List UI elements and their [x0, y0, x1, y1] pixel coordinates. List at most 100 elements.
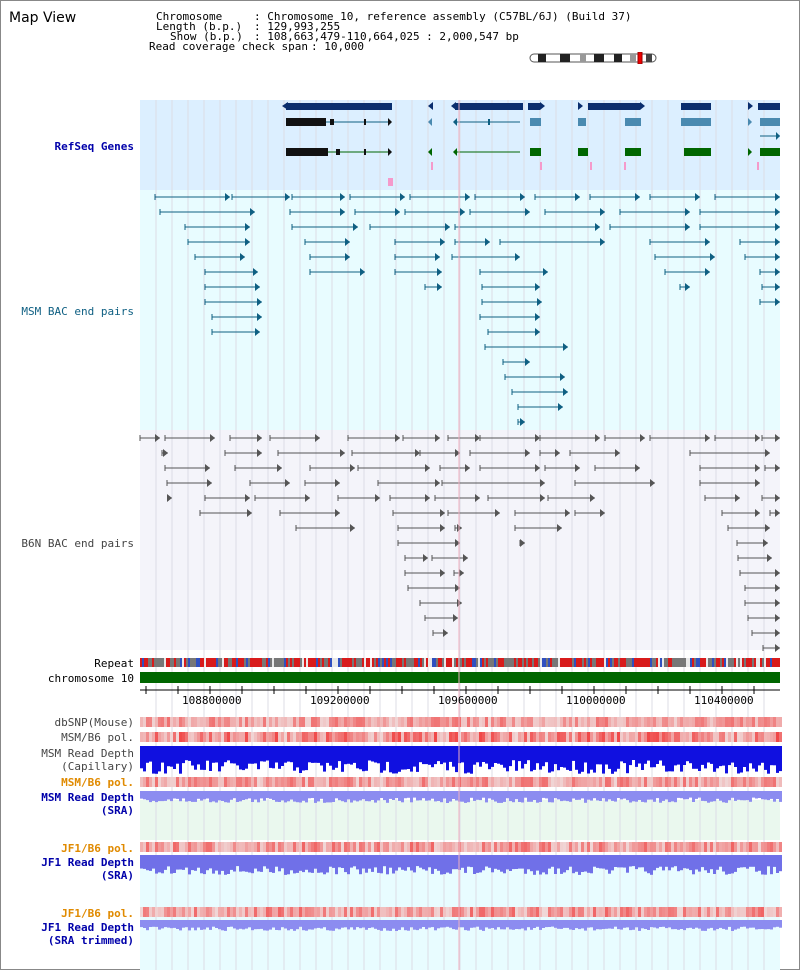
heat-cell [404, 717, 407, 727]
heat-cell [680, 717, 683, 727]
heat-cell [380, 732, 383, 742]
jf1-b6-pol-label[interactable]: JF1/B6 pol. [61, 842, 134, 855]
jf1-read-depth-trim-label[interactable]: JF1 Read Depth [41, 921, 134, 934]
depth-bar [185, 791, 188, 802]
depth-bar [665, 791, 668, 800]
heat-cell [674, 842, 677, 852]
heat-cell [524, 842, 527, 852]
depth-bar [545, 855, 548, 875]
depth-bar [224, 791, 227, 803]
depth-bar [683, 855, 686, 869]
heat-cell [266, 777, 269, 787]
depth-bar [446, 920, 449, 927]
depth-bar [167, 791, 170, 800]
depth-bar [638, 855, 641, 868]
depth-bar [197, 746, 200, 765]
heat-cell [572, 777, 575, 787]
heat-cell [740, 907, 743, 917]
heat-cell [245, 732, 248, 742]
depth-bar [275, 791, 278, 802]
repeat-segment [248, 658, 250, 667]
heat-cell [473, 717, 476, 727]
refseq-genes[interactable] [282, 102, 780, 186]
b6n-bac-pairs[interactable] [139, 434, 780, 652]
depth-bar [347, 746, 350, 764]
heat-cell [767, 732, 770, 742]
msm-b6-pol2-label[interactable]: MSM/B6 pol. [61, 776, 134, 789]
msm-bac-pairs[interactable] [154, 193, 780, 426]
depth-bar [338, 791, 341, 801]
heat-cell [536, 777, 539, 787]
b6n-bac-track-label[interactable]: B6N BAC end pairs [21, 537, 134, 550]
heat-cell [422, 717, 425, 727]
depth-bar [593, 746, 596, 773]
depth-bar [578, 855, 581, 875]
bac-end [615, 449, 620, 457]
repeat-track[interactable] [140, 658, 780, 667]
heat-cell [266, 717, 269, 727]
heat-tracks[interactable] [140, 717, 782, 917]
repeat-segment [690, 658, 692, 667]
msm-bac-track-label[interactable]: MSM BAC end pairs [21, 305, 134, 318]
heat-cell [740, 777, 743, 787]
depth-bar [611, 920, 614, 929]
dbsnp-track-label[interactable]: dbSNP(Mouse) [54, 716, 134, 729]
depth-bar [140, 855, 143, 869]
heat-cell [353, 842, 356, 852]
depth-bar [506, 920, 509, 928]
depth-tracks[interactable] [140, 746, 782, 931]
repeat-segment [240, 658, 242, 667]
depth-bar [710, 920, 713, 928]
depth-bar [551, 855, 554, 867]
refseq-track-label[interactable]: RefSeq Genes [54, 140, 134, 153]
depth-bar [368, 746, 371, 761]
depth-bar [644, 791, 647, 803]
heat-cell [662, 717, 665, 727]
chromosome-ideogram[interactable] [528, 52, 660, 64]
heat-cell [491, 842, 494, 852]
heat-cell [221, 907, 224, 917]
msm-b6-pol-label[interactable]: MSM/B6 pol. [61, 731, 134, 744]
repeat-segment [468, 658, 470, 667]
depth-bar [419, 746, 422, 763]
depth-bar [338, 855, 341, 868]
heat-cell [638, 732, 641, 742]
repeat-segment [414, 658, 416, 667]
heat-cell [275, 777, 278, 787]
depth-bar [710, 791, 713, 802]
heat-cell [653, 732, 656, 742]
depth-bar [227, 855, 230, 874]
depth-bar [470, 920, 473, 928]
msm-read-depth-sra-label[interactable]: MSM Read Depth [41, 791, 134, 804]
heat-cell [167, 717, 170, 727]
depth-bar [512, 746, 515, 761]
heat-cell [185, 907, 188, 917]
depth-bar [635, 920, 638, 928]
heat-cell [188, 907, 191, 917]
depth-bar [503, 746, 506, 768]
heat-cell [443, 732, 446, 742]
depth-bar [209, 746, 212, 771]
heat-cell [176, 717, 179, 727]
depth-bar [254, 920, 257, 930]
depth-bar [647, 746, 650, 761]
heat-cell [746, 732, 749, 742]
heat-cell [257, 907, 260, 917]
msm-read-depth-cap-label[interactable]: MSM Read Depth [41, 747, 134, 760]
depth-bar [347, 920, 350, 930]
jf1-read-depth-label[interactable]: JF1 Read Depth [41, 856, 134, 869]
depth-bar [599, 855, 602, 869]
depth-bar [272, 791, 275, 800]
heat-cell [509, 907, 512, 917]
bac-end [400, 193, 405, 201]
depth-bar [581, 746, 584, 772]
heat-cell [200, 842, 203, 852]
heat-cell [398, 777, 401, 787]
heat-cell [377, 842, 380, 852]
depth-bar [623, 791, 626, 799]
chromosome-bar[interactable] [140, 672, 780, 683]
jf1-b6-pol2-label[interactable]: JF1/B6 pol. [61, 907, 134, 920]
heat-cell [419, 777, 422, 787]
depth-bar [419, 791, 422, 801]
